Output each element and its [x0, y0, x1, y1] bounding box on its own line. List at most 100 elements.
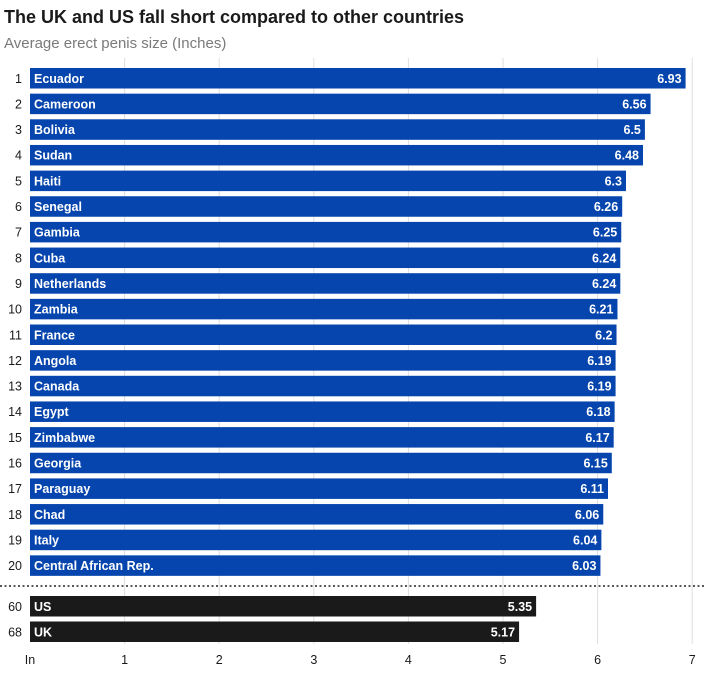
x-tick-label: 3 — [310, 653, 317, 667]
rank-label: 13 — [8, 380, 22, 394]
rank-label: 18 — [8, 508, 22, 522]
bar-value-label: 6.17 — [585, 431, 609, 445]
rank-label: 10 — [8, 303, 22, 317]
rank-label: 5 — [15, 174, 22, 188]
bar-row: 4 Sudan 6.48 — [15, 144, 644, 166]
bar-row: 16 Georgia 6.15 — [8, 452, 612, 474]
bar-category-label: Bolivia — [34, 123, 76, 137]
rank-label: 11 — [9, 328, 22, 342]
bar-value-label: 6.04 — [573, 533, 597, 547]
bar-category-label: Chad — [34, 508, 65, 522]
bar-value-label: 6.21 — [589, 303, 613, 317]
bar — [30, 221, 622, 243]
bar-row: 18 Chad 6.06 — [8, 504, 604, 525]
bar-value-label: 6.25 — [593, 226, 617, 240]
bar-category-label: Angola — [34, 354, 77, 368]
bar-value-label: 6.24 — [592, 251, 616, 265]
rank-label: 12 — [8, 354, 22, 368]
bar — [30, 298, 618, 320]
bar-row: 12 Angola 6.19 — [8, 350, 616, 371]
bar-row: 10 Zambia 6.21 — [8, 298, 618, 320]
bars: 1 Ecuador 6.93 2 Cameroon 6.56 3 Bolivia 6.5 4 Sud… — [8, 68, 686, 642]
bar-value-label: 6.2 — [595, 328, 612, 342]
bar — [30, 350, 616, 371]
chart-subtitle: Average erect penis size (Inches) — [4, 35, 227, 52]
bar-row: 60 US 5.35 — [8, 596, 537, 617]
x-tick-label: 7 — [689, 653, 696, 667]
bar — [30, 144, 644, 166]
rank-label: 2 — [15, 97, 22, 111]
bar — [30, 119, 645, 140]
x-tick-label: 5 — [500, 653, 507, 667]
rank-label: 3 — [15, 123, 22, 137]
bar-category-label: Senegal — [34, 200, 82, 214]
bar-category-label: Ecuador — [34, 72, 84, 86]
bar-category-label: Central African Rep. — [34, 559, 154, 573]
bar — [30, 375, 616, 397]
rank-label: 17 — [8, 482, 22, 496]
rank-label: 16 — [8, 457, 22, 471]
bar — [30, 196, 623, 217]
bar-category-label: Gambia — [34, 226, 81, 240]
bar-category-label: Canada — [34, 380, 80, 394]
bar-row: 1 Ecuador 6.93 — [15, 68, 686, 89]
bar-row: 20 Central African Rep. 6.03 — [8, 555, 601, 576]
bar-value-label: 6.19 — [587, 354, 611, 368]
bar-value-label: 6.24 — [592, 277, 616, 291]
bar-category-label: France — [34, 328, 75, 342]
bar-row: 14 Egypt 6.18 — [8, 401, 615, 422]
x-tick-label: 1 — [121, 653, 128, 667]
bar-value-label: 6.56 — [622, 97, 646, 111]
bar — [30, 93, 651, 115]
bar-value-label: 6.3 — [605, 174, 622, 188]
bar-value-label: 6.26 — [594, 200, 618, 214]
bar — [30, 401, 615, 422]
rank-label: 7 — [15, 226, 22, 240]
rank-label: 20 — [8, 559, 22, 573]
bar-row: 8 Cuba 6.24 — [15, 247, 621, 269]
chart-title: The UK and US fall short compared to oth… — [4, 7, 465, 27]
x-axis-unit-label: In — [25, 653, 35, 667]
bar-value-label: 6.19 — [587, 380, 611, 394]
bar — [30, 170, 626, 192]
bar-row: 19 Italy 6.04 — [8, 529, 602, 551]
rank-label: 9 — [15, 277, 22, 291]
bar — [30, 621, 520, 642]
bar-row: 13 Canada 6.19 — [8, 375, 616, 397]
bar-category-label: Cuba — [34, 251, 66, 265]
bar-value-label: 6.03 — [572, 559, 596, 573]
bar-value-label: 6.48 — [615, 149, 639, 163]
rank-label: 4 — [15, 149, 22, 163]
rank-label: 60 — [8, 600, 22, 614]
bar — [30, 68, 686, 89]
rank-label: 15 — [8, 431, 22, 445]
bar-row: 9 Netherlands 6.24 — [15, 273, 621, 294]
bar-row: 6 Senegal 6.26 — [15, 196, 623, 217]
rank-label: 1 — [15, 72, 22, 86]
bar-row: 5 Haiti 6.3 — [15, 170, 626, 192]
rank-label: 6 — [15, 200, 22, 214]
bar-value-label: 6.18 — [586, 405, 610, 419]
rank-label: 14 — [8, 405, 22, 419]
bar — [30, 529, 602, 551]
bar-row: 68 UK 5.17 — [8, 621, 520, 642]
bar — [30, 596, 537, 617]
bar-category-label: Paraguay — [34, 482, 90, 496]
bar-row: 11 France 6.2 — [9, 324, 617, 345]
bar-value-label: 6.11 — [580, 482, 604, 496]
bar-category-label: Haiti — [34, 174, 61, 188]
bar-row: 2 Cameroon 6.56 — [15, 93, 651, 115]
bar-row: 3 Bolivia 6.5 — [15, 119, 645, 140]
bar-value-label: 6.15 — [583, 457, 607, 471]
bar-category-label: UK — [34, 625, 52, 639]
x-tick-label: 6 — [594, 653, 601, 667]
bar — [30, 555, 601, 576]
bar-value-label: 6.06 — [575, 508, 599, 522]
x-tick-label: 4 — [405, 653, 412, 667]
bar — [30, 452, 612, 474]
bar-value-label: 5.35 — [508, 600, 532, 614]
x-axis: In 1 2 3 4 5 6 7 — [25, 653, 696, 667]
bar-category-label: Netherlands — [34, 277, 106, 291]
bar-row: 15 Zimbabwe 6.17 — [8, 427, 614, 448]
